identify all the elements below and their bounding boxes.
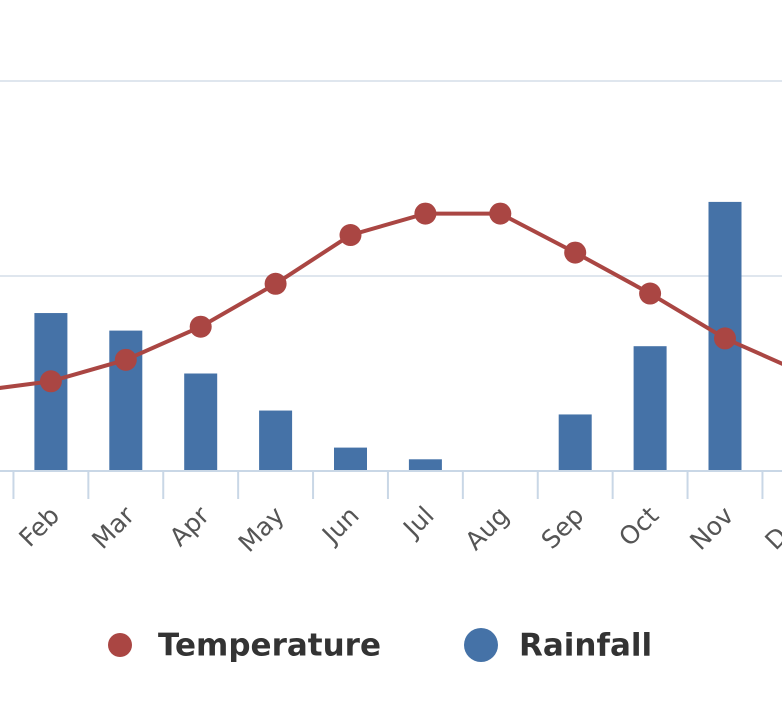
legend-label[interactable]: Rainfall (519, 628, 652, 664)
point (564, 241, 587, 264)
point (39, 370, 62, 393)
x-tick-label: Jul (396, 501, 439, 544)
bar (408, 459, 442, 471)
point (189, 315, 212, 338)
legend-marker (464, 628, 498, 662)
legend-label[interactable]: Temperature (158, 628, 381, 664)
point (414, 202, 437, 225)
x-tick-label: Oct (613, 501, 664, 552)
x-tick-label: Dec (759, 501, 782, 556)
point (639, 282, 662, 305)
x-tick-label: Feb (13, 501, 65, 553)
line (0, 211, 782, 390)
bar (633, 346, 667, 471)
legend-marker (108, 633, 132, 657)
x-tick-label: May (233, 501, 290, 558)
point (264, 272, 287, 295)
x-tick-label: Apr (164, 500, 216, 552)
point (339, 224, 362, 247)
bar (259, 410, 293, 471)
bar (558, 414, 592, 471)
bar (334, 447, 367, 471)
point (714, 327, 736, 350)
x-tick-label: Nov (684, 501, 739, 556)
point (489, 202, 512, 225)
x-tick-label: Mar (86, 500, 140, 554)
x-tick-label: Sep (536, 501, 590, 555)
x-tick-label: Aug (460, 501, 515, 556)
point (114, 348, 137, 371)
bar (184, 373, 218, 471)
x-tick-label: Jun (315, 501, 365, 551)
